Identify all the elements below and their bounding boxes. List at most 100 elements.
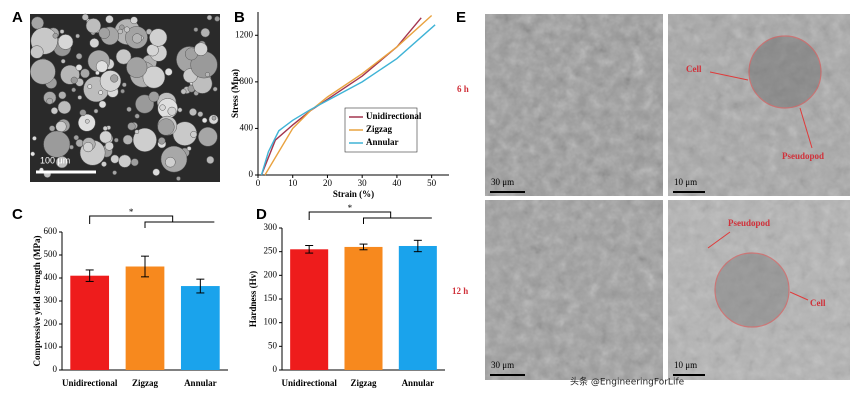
- x-tick-label: 50: [427, 178, 437, 188]
- x-tick-label: 30: [358, 178, 368, 188]
- particle: [200, 27, 210, 38]
- particle: [30, 151, 36, 157]
- error-bar: [196, 278, 205, 294]
- annotation: Pseudopod: [728, 218, 770, 228]
- y-tick-label: 50: [268, 340, 278, 350]
- particle: [152, 168, 160, 176]
- particle: [102, 125, 108, 131]
- particle: [84, 118, 90, 124]
- x-tick-label: Zigzag: [132, 378, 158, 388]
- particle: [204, 72, 211, 78]
- arrow: [707, 231, 731, 249]
- particle: [158, 137, 166, 145]
- arrow: [799, 107, 813, 149]
- particle: [127, 122, 136, 131]
- particle: [95, 60, 108, 73]
- bar: [344, 246, 383, 370]
- y-tick-label: 1200: [235, 29, 254, 39]
- significance-mark: *: [129, 207, 134, 217]
- x-tick-label: 20: [323, 178, 333, 188]
- y-tick-label: 400: [240, 122, 254, 132]
- particle: [50, 107, 59, 115]
- line-series: [260, 24, 436, 176]
- particle: [112, 170, 117, 175]
- panel-label: C: [12, 206, 23, 223]
- particle: [164, 68, 173, 76]
- error-bar: [413, 239, 422, 253]
- cell-outline: [714, 252, 790, 328]
- panel-label: D: [256, 206, 267, 223]
- scale-label: 30 μm: [491, 360, 514, 370]
- particle: [122, 134, 133, 145]
- particle: [32, 136, 37, 141]
- particle: [99, 130, 113, 144]
- y-tick-label: 100: [44, 341, 58, 351]
- particles: [30, 13, 220, 181]
- particle: [126, 106, 132, 112]
- particle: [211, 115, 217, 121]
- y-tick-label: 100: [264, 317, 278, 327]
- y-tick-label: 400: [44, 272, 58, 282]
- image-texture: [668, 14, 850, 196]
- time-label: 12 h: [452, 286, 468, 296]
- particle: [119, 24, 125, 30]
- bar: [290, 249, 329, 370]
- panel-label: A: [12, 9, 23, 26]
- x-tick-label: Zigzag: [351, 378, 377, 388]
- particle: [186, 146, 192, 151]
- particle: [206, 156, 215, 164]
- particle: [75, 64, 83, 71]
- particle: [206, 14, 213, 21]
- significance-bracket: [144, 221, 215, 228]
- y-tick-label: 800: [240, 76, 254, 86]
- x-tick-label: Annular: [402, 378, 435, 388]
- y-axis-label: Stress (Mpa): [230, 69, 240, 118]
- particle: [148, 91, 160, 103]
- particle: [49, 125, 56, 132]
- time-label: 6 h: [457, 84, 469, 94]
- particle: [85, 18, 102, 34]
- particle: [197, 111, 204, 118]
- line-series: [264, 14, 433, 176]
- significance-bracket: [363, 217, 432, 224]
- particle: [157, 118, 175, 136]
- particle: [99, 70, 122, 92]
- particle: [177, 107, 183, 113]
- particle: [193, 27, 199, 32]
- particle: [55, 121, 67, 133]
- particle: [114, 137, 119, 143]
- x-tick-label: Unidirectional: [281, 378, 337, 388]
- particle: [79, 109, 87, 117]
- legend-label: Annular: [366, 137, 399, 147]
- particle: [132, 127, 157, 152]
- particle: [87, 84, 93, 89]
- particle: [58, 91, 67, 100]
- particle: [142, 65, 166, 89]
- particle: [194, 42, 208, 56]
- y-tick-label: 200: [44, 318, 58, 328]
- particle: [43, 130, 71, 158]
- particle: [126, 56, 148, 78]
- particle: [98, 100, 107, 109]
- particle: [52, 32, 59, 39]
- particle: [130, 16, 138, 25]
- particle: [98, 27, 111, 39]
- x-tick-label: 0: [256, 178, 261, 188]
- particle: [149, 28, 168, 47]
- particle: [71, 87, 77, 93]
- x-tick-label: 10: [288, 178, 298, 188]
- error-bar: [359, 243, 368, 251]
- particle: [117, 28, 123, 35]
- particle: [132, 33, 143, 44]
- particle: [198, 127, 218, 147]
- x-axis-label: Strain (%): [333, 189, 374, 199]
- particle: [190, 130, 198, 138]
- particle: [134, 113, 140, 119]
- bar: [125, 266, 165, 370]
- y-tick-label: 300: [264, 222, 278, 232]
- scale-label: 10 μm: [674, 360, 697, 370]
- particle: [130, 158, 139, 167]
- particle: [134, 129, 140, 135]
